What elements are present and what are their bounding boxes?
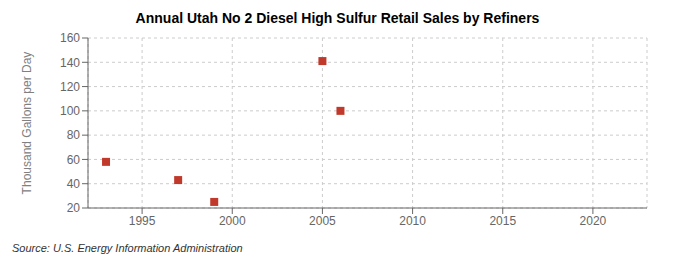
svg-text:140: 140 (60, 56, 80, 70)
svg-text:80: 80 (67, 128, 81, 142)
svg-text:2015: 2015 (489, 214, 516, 228)
svg-text:2020: 2020 (580, 214, 607, 228)
svg-text:2005: 2005 (309, 214, 336, 228)
svg-text:60: 60 (67, 153, 81, 167)
svg-text:2010: 2010 (399, 214, 426, 228)
svg-text:100: 100 (60, 104, 80, 118)
svg-text:120: 120 (60, 80, 80, 94)
svg-text:160: 160 (60, 31, 80, 45)
svg-text:20: 20 (67, 201, 81, 215)
html-text:Source: U.S. Energy Informatio: Source: U.S. Energy Information Administ… (12, 242, 243, 254)
svg-text:Thousand Gallons per Day: Thousand Gallons per Day (20, 52, 34, 195)
html-text:Annual Utah No 2 Diesel High S: Annual Utah No 2 Diesel High Sulfur Reta… (135, 10, 540, 26)
svg-text:1995: 1995 (129, 214, 156, 228)
svg-text:2000: 2000 (219, 214, 246, 228)
svg-text:40: 40 (67, 177, 81, 191)
